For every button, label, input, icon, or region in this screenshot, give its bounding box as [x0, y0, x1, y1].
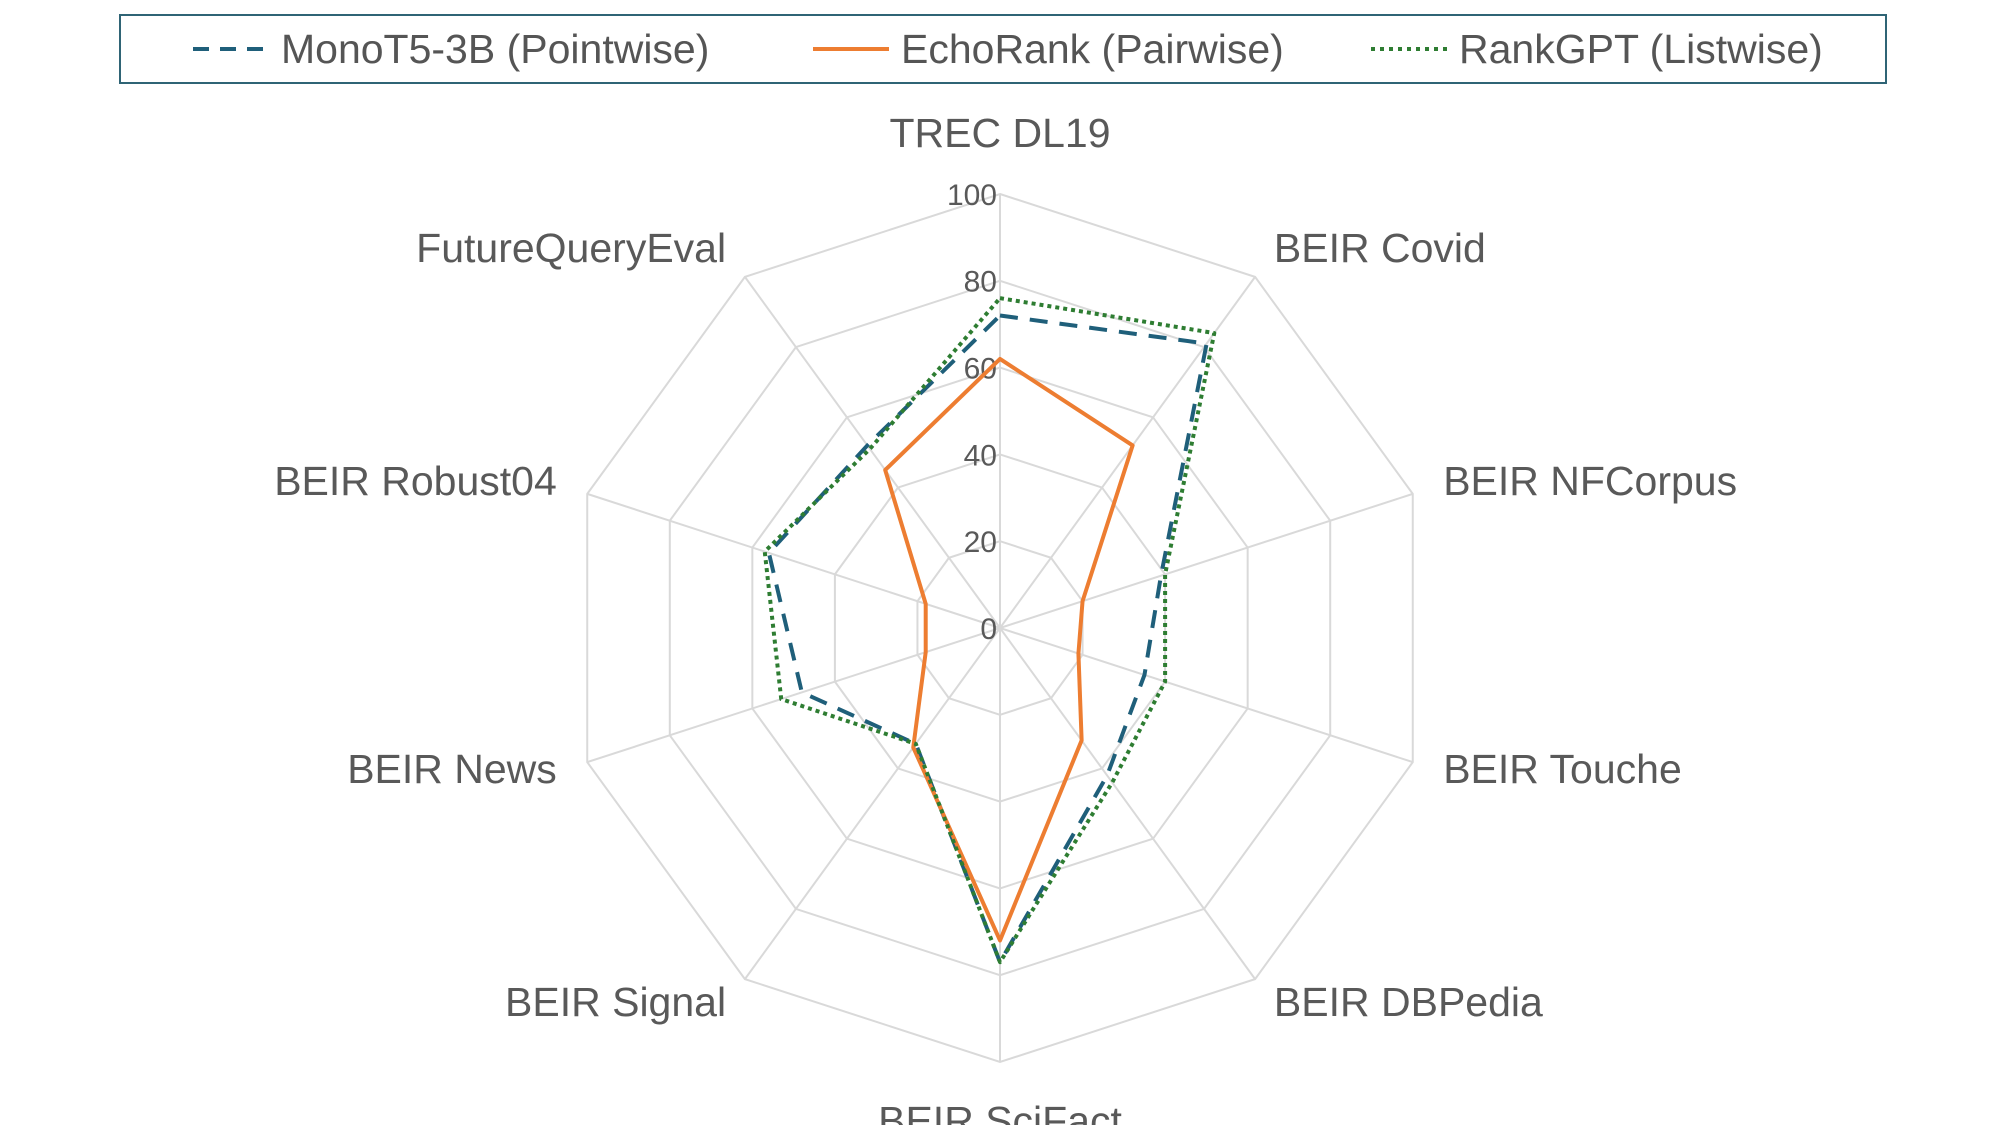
- legend-swatch-series-1: [813, 47, 889, 51]
- category-label-7: BEIR News: [347, 746, 557, 792]
- category-label-4: BEIR DBPedia: [1274, 979, 1543, 1025]
- legend: MonoT5-3B (Pointwise) EchoRank (Pairwise…: [119, 14, 1887, 84]
- grid-spoke-4: [999, 627, 1256, 980]
- grid-spoke-7: [586, 627, 1001, 764]
- grid-spoke-1: [999, 276, 1256, 629]
- legend-label-series-2: RankGPT (Listwise): [1459, 25, 1823, 72]
- series-line-1: [883, 356, 1135, 943]
- grid-spoke-2: [999, 492, 1414, 629]
- tick-label-5: 100: [947, 179, 997, 212]
- series-line-2: [762, 296, 1217, 965]
- tick-label-2: 40: [964, 439, 997, 472]
- legend-swatch-series-2: [1371, 47, 1447, 51]
- category-label-0: TREC DL19: [889, 110, 1110, 156]
- legend-item-series-0: MonoT5-3B (Pointwise): [191, 16, 709, 82]
- series-lines: [762, 296, 1217, 965]
- category-label-3: BEIR Touche: [1443, 746, 1682, 792]
- grid-spoke-9: [744, 276, 1001, 629]
- category-label-5: BEIR SciFact: [878, 1098, 1122, 1125]
- series-line-0: [766, 313, 1209, 965]
- category-label-2: BEIR NFCorpus: [1443, 458, 1737, 504]
- grid: [586, 192, 1414, 1064]
- category-label-9: FutureQueryEval: [416, 225, 726, 271]
- tick-label-1: 20: [964, 526, 997, 559]
- legend-swatch-series-0: [193, 47, 269, 51]
- legend-label-series-0: MonoT5-3B (Pointwise): [281, 25, 710, 72]
- legend-label-series-1: EchoRank (Pairwise): [901, 25, 1284, 72]
- grid-spoke-8: [586, 492, 1001, 629]
- grid-spoke-3: [999, 627, 1414, 764]
- tick-label-4: 80: [964, 266, 997, 299]
- tick-label-0: 0: [980, 613, 997, 646]
- category-labels: TREC DL19 BEIR Covid BEIR NFCorpus BEIR Tou…: [274, 110, 1737, 1125]
- category-label-1: BEIR Covid: [1274, 225, 1486, 271]
- legend-item-series-2: RankGPT (Listwise): [1369, 16, 1823, 82]
- category-label-8: BEIR Robust04: [274, 458, 557, 504]
- grid-spoke-6: [744, 627, 1001, 980]
- legend-item-series-1: EchoRank (Pairwise): [811, 16, 1284, 82]
- category-label-6: BEIR Signal: [505, 979, 726, 1025]
